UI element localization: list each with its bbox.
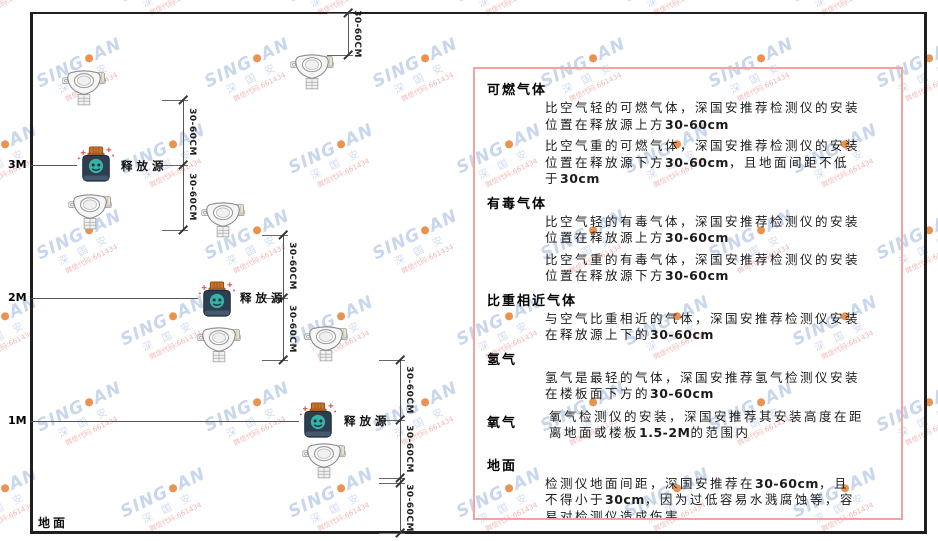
gas-detector xyxy=(302,441,346,485)
dimension-tick-extension xyxy=(327,13,353,14)
room-outline xyxy=(30,12,927,534)
dimension-tick-extension xyxy=(379,483,405,484)
info-panel: 可燃气体比空气轻的可燃气体，深国安推荐检测仪的安装位置在释放源上方30-60cm… xyxy=(473,67,903,520)
dimension-value-label: 30-60CM xyxy=(287,305,297,353)
dimension-tick-extension xyxy=(379,420,405,421)
height-level-label: 2M xyxy=(8,291,27,304)
gas-detector-icon xyxy=(304,326,348,362)
panel-section: 氢气氢气是最轻的气体，深国安推荐氢气检测仪安装在楼板面下方的30-60cm xyxy=(485,349,891,403)
dimension-tick-extension xyxy=(162,230,188,231)
gas-detector xyxy=(68,192,112,236)
panel-section-title: 氢气 xyxy=(487,352,518,368)
height-level-line xyxy=(31,298,198,299)
gas-detector-icon xyxy=(290,54,334,90)
dimension-tick-extension xyxy=(162,165,188,166)
panel-section-title: 地面 xyxy=(487,458,518,474)
panel-paragraph: 比空气轻的可燃气体，深国安推荐检测仪的安装位置在释放源上方30-60cm xyxy=(545,100,861,132)
dimension-value-label: 30-60CM xyxy=(352,10,362,58)
dimension-value-label: 30-60CM xyxy=(404,425,414,473)
gas-detector xyxy=(290,52,334,96)
panel-section: 有毒气体 比空气轻的有毒气体，深国安推荐检测仪的安装位置在释放源上方30-60cm… xyxy=(485,193,891,285)
gas-detector-icon xyxy=(68,194,112,230)
panel-paragraph: 检测仪地面间距，深国安推荐在30-60cm，且不得小于30cm，因为过低容易水溅… xyxy=(545,475,855,520)
dimension-tick-extension xyxy=(262,360,288,361)
ground-label: 地面 xyxy=(38,516,69,530)
release-source-label: 释放源 xyxy=(344,414,391,428)
release-source xyxy=(196,281,238,323)
dimension-tick-extension xyxy=(379,360,405,361)
release-source-label: 释放源 xyxy=(121,159,168,173)
dimension-tick-extension xyxy=(262,298,288,299)
panel-section-title: 氧气 xyxy=(487,415,518,431)
panel-paragraph: 比空气重的有毒气体，深国安推荐检测仪的安装位置在释放源下方30-60cm xyxy=(545,251,861,284)
release-source-icon xyxy=(77,146,115,182)
dimension-tick-extension xyxy=(327,55,353,56)
dimension-value-label: 30-60CM xyxy=(187,108,197,156)
gas-detector-icon xyxy=(62,70,106,106)
dimension-tick-extension xyxy=(379,533,405,534)
dimension-line xyxy=(348,13,349,55)
height-level-line xyxy=(31,165,77,166)
gas-detector xyxy=(304,324,348,368)
panel-paragraph: 氢气是最轻的气体，深国安推荐氢气检测仪安装在楼板面下方的30-60cm xyxy=(545,369,861,402)
dimension-tick-extension xyxy=(379,478,405,479)
panel-paragraph: 氧气检测仪的安装，深国安推荐其安装高度在距离地面或楼板1.5-2M的范围内 xyxy=(549,408,865,441)
panel-paragraph: 比空气轻的有毒气体，深国安推荐检测仪的安装位置在释放源上方30-60cm xyxy=(545,213,861,246)
dimension-value-label: 30-60CM xyxy=(404,484,414,532)
panel-section-title: 可燃气体 xyxy=(487,83,548,98)
dimension-line xyxy=(400,360,401,533)
gas-detector xyxy=(197,325,241,369)
height-level-line xyxy=(31,421,299,422)
dimension-value-label: 30-60CM xyxy=(287,242,297,290)
gas-detector xyxy=(62,68,106,112)
gas-detector-icon xyxy=(302,443,346,479)
release-source xyxy=(297,402,339,444)
panel-section: 地面检测仪地面间距，深国安推荐在30-60cm，且不得小于30cm，因为过低容易… xyxy=(485,455,891,520)
dimension-value-label: 30-60CM xyxy=(404,366,414,414)
panel-section: 氧气 氧气检测仪的安装，深国安推荐其安装高度在距离地面或楼板1.5-2M的范围内 xyxy=(485,408,891,447)
panel-paragraph: 比空气重的可燃气体，深国安推荐检测仪的安装位置在释放源下方30-60cm，且地面… xyxy=(545,138,861,186)
release-source-label: 释放源 xyxy=(240,291,287,305)
gas-detector-icon xyxy=(201,202,245,238)
panel-paragraph: 与空气比重相近的气体，深国安推荐检测仪安装在释放源上下的30-60cm xyxy=(545,310,861,343)
gas-detector-icon xyxy=(197,327,241,363)
height-level-label: 1M xyxy=(8,414,27,427)
panel-section: 比重相近气体 与空气比重相近的气体，深国安推荐检测仪安装在释放源上下的30-60c… xyxy=(485,290,891,344)
release-source-icon xyxy=(198,281,236,317)
gas-detector xyxy=(201,200,245,244)
panel-section-title: 有毒气体 xyxy=(487,196,548,212)
release-source-icon xyxy=(299,402,337,438)
release-source xyxy=(75,146,117,188)
dimension-tick-extension xyxy=(262,235,288,236)
panel-section-title: 比重相近气体 xyxy=(487,293,578,309)
panel-section: 可燃气体比空气轻的可燃气体，深国安推荐检测仪的安装位置在释放源上方30-60cm… xyxy=(485,79,891,188)
dimension-tick-extension xyxy=(162,100,188,101)
dimension-value-label: 30-60CM xyxy=(187,173,197,221)
height-level-label: 3M xyxy=(8,158,27,171)
